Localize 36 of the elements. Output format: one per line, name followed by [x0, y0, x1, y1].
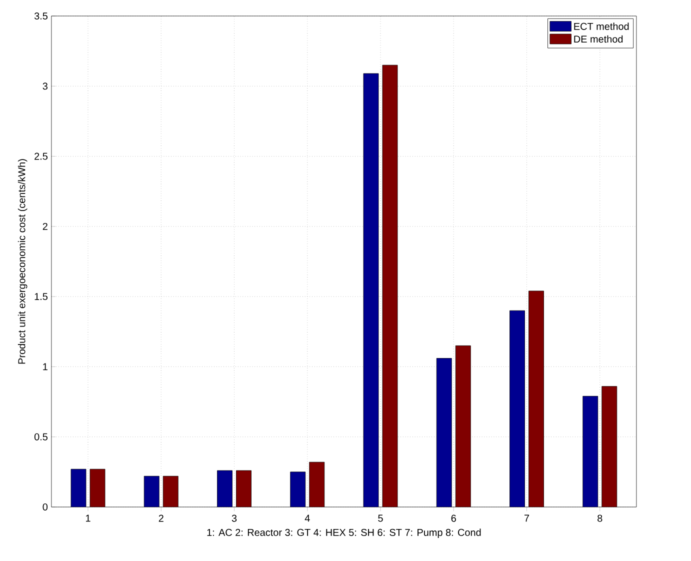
bar: [582, 396, 598, 507]
legend-label: DE method: [574, 35, 623, 43]
y-tick-label: 0.5: [34, 433, 48, 440]
bar: [436, 358, 452, 507]
bar: [90, 468, 106, 507]
y-tick-label: 1.5: [34, 293, 48, 300]
bar: [510, 310, 525, 507]
x-tick-label: 7: [524, 514, 530, 522]
x-tick-label: 1: [86, 514, 90, 522]
bar: [236, 470, 252, 507]
bar: [162, 476, 178, 507]
x-tick-label: 6: [451, 514, 456, 522]
y-tick-label: 3.5: [34, 12, 48, 20]
bar: [70, 468, 86, 507]
y-tick-label: 1: [43, 363, 48, 370]
y-tick-label: 2: [42, 222, 48, 230]
bar: [144, 476, 160, 507]
bar: [382, 64, 398, 507]
bar: [455, 345, 471, 507]
y-tick-label: 0: [42, 503, 48, 511]
legend-label: ECT method: [574, 22, 629, 30]
bar: [602, 386, 618, 507]
bar: [309, 462, 325, 507]
bar: [290, 472, 306, 507]
bar: [363, 73, 379, 507]
y-tick-label: 2.5: [34, 152, 48, 160]
bar: [217, 470, 232, 507]
x-tick-label: 5: [378, 514, 383, 522]
x-tick-label: 3: [232, 514, 237, 522]
y-axis-title: Product unit exergoeconomic cost (cents/kWh): [18, 159, 28, 364]
x-tick-label: 2: [158, 514, 164, 522]
y-tick-label: 3: [42, 82, 48, 90]
x-axis-title: 1: AC 2: Reactor 3: GT 4: HEX 5: SH 6: ST 7: Pump 8: Cond: [207, 528, 481, 538]
bar: [528, 290, 544, 507]
x-tick-label: 8: [598, 514, 602, 522]
x-tick-label: 4: [304, 514, 310, 522]
